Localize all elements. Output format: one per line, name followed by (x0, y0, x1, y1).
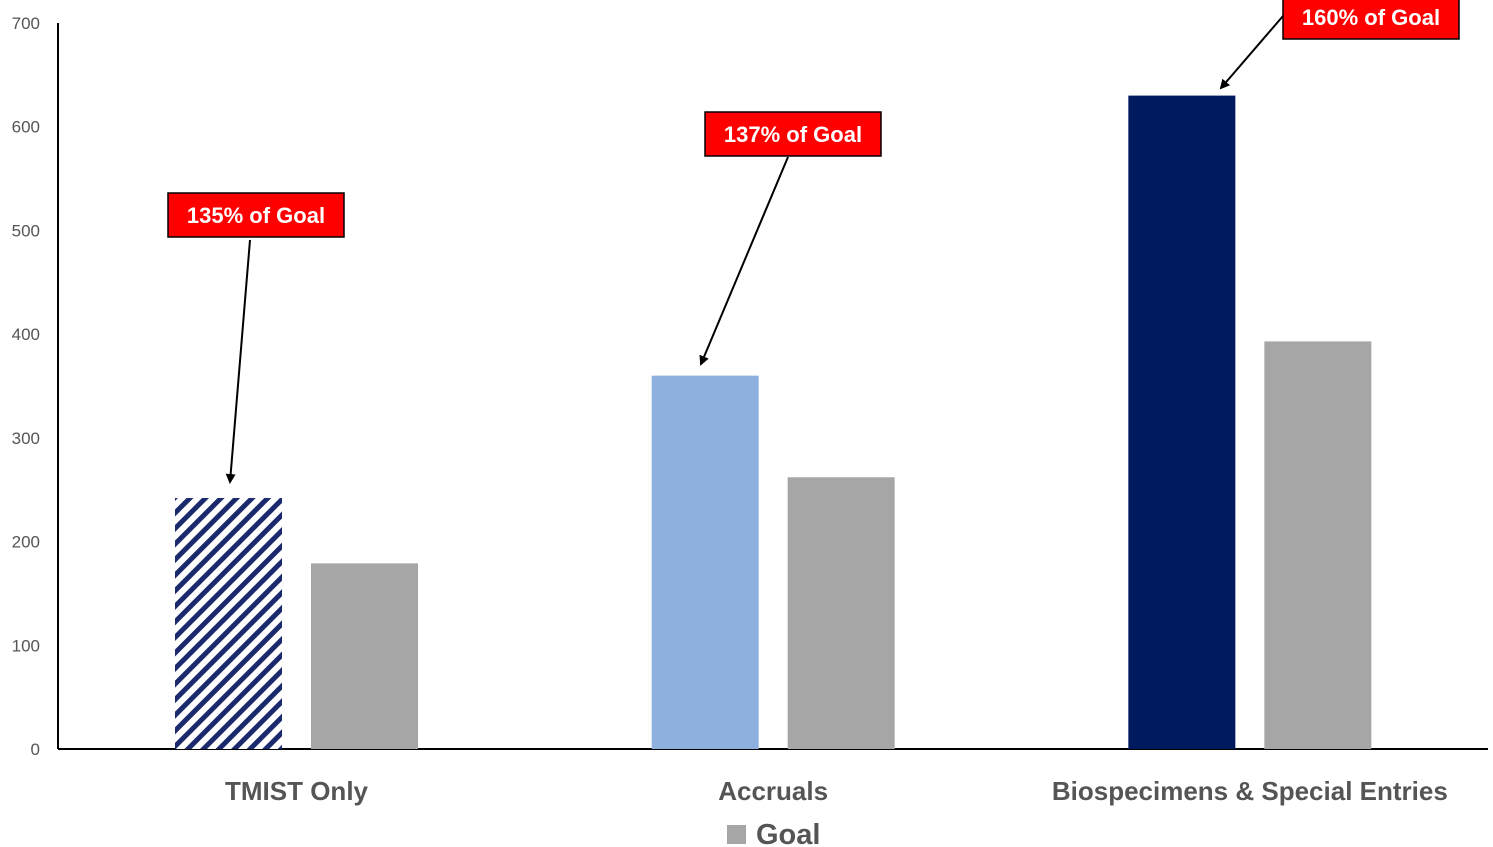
y-tick-label: 0 (31, 740, 40, 759)
axes: 0 100 200 300 400 500 600 700 (12, 14, 1488, 759)
annotation-callout: 160% of Goal (1219, 0, 1460, 90)
annotation-arrow (225, 239, 251, 484)
legend-label-goal: Goal (756, 819, 820, 847)
actual-bar-1 (175, 498, 282, 749)
x-tick-label: TMIST Only (225, 776, 369, 806)
goal-bar-2 (787, 477, 895, 749)
y-tick-label: 400 (12, 325, 40, 344)
legend: Goal (727, 819, 820, 847)
legend-swatch-goal (727, 825, 746, 844)
x-tick-label: Biospecimens & Special Entries (1052, 776, 1448, 806)
annotation-callout: 137% of Goal (699, 111, 882, 366)
goal-bar-1 (311, 563, 418, 749)
annotation-arrow (699, 156, 789, 366)
x-tick-label: Accruals (718, 776, 828, 806)
actual-bar-3 (1128, 95, 1236, 750)
annotation-label: 135% of Goal (187, 203, 325, 228)
y-tick-label: 600 (12, 118, 40, 137)
annotation-box (167, 192, 345, 238)
annotation-label: 137% of Goal (724, 122, 862, 147)
annotation-callout: 135% of Goal (167, 192, 345, 484)
bars (175, 95, 1372, 750)
y-tick-label: 300 (12, 429, 40, 448)
goal-bar-3 (1264, 341, 1372, 749)
annotation-box (704, 111, 882, 157)
y-tick-label: 700 (12, 14, 40, 33)
annotations: 135% of Goal 137% of Goal 160% of Goal (167, 0, 1460, 484)
annotation-arrow (1219, 15, 1284, 90)
actual-bar-2 (651, 375, 759, 749)
annotation-label: 160% of Goal (1302, 5, 1440, 30)
y-tick-label: 500 (12, 221, 40, 240)
y-tick-label: 100 (12, 636, 40, 655)
x-axis-labels: TMIST Only Accruals Biospecimens & Special… (225, 776, 1448, 806)
y-tick-label: 200 (12, 533, 40, 552)
annotation-box (1282, 0, 1460, 40)
